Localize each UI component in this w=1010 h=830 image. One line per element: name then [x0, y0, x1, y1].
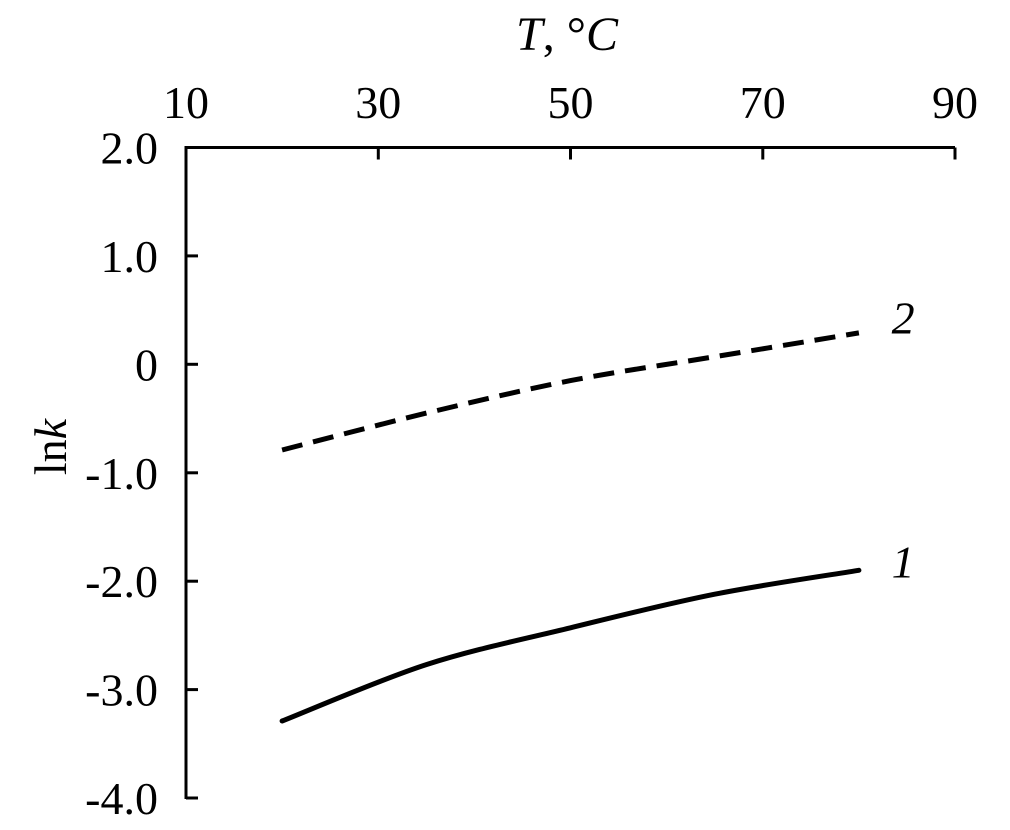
y-tick-label: 0	[135, 339, 158, 390]
series-2-curve	[281, 330, 860, 453]
series-2-label: 2	[892, 293, 915, 344]
y-axis-title: lnk	[25, 417, 76, 475]
y-axis-title-italic: k	[25, 417, 76, 439]
y-axis-title-roman: ln	[25, 439, 76, 475]
curves	[279, 330, 862, 724]
x-tick-label: 10	[163, 77, 209, 128]
y-tick-label: -4.0	[85, 773, 158, 824]
series-1-curve	[279, 567, 862, 724]
y-tick-label: -1.0	[85, 448, 158, 499]
tick-labels: 10 30 50 70 90 2.0 1.0 0 -1.0 -2.0 -3.0 -4.0	[85, 77, 978, 824]
y-tick-label: -3.0	[85, 665, 158, 716]
x-axis-title: T, °C	[516, 8, 619, 61]
series-1-label: 1	[892, 537, 915, 588]
x-tick-label: 70	[740, 77, 786, 128]
x-axis-title-symbol: T	[516, 8, 546, 61]
x-tick-label: 30	[355, 77, 401, 128]
y-tick-label: 1.0	[101, 231, 159, 282]
x-axis-title-unit: C	[586, 8, 619, 61]
x-axis-title-separator: , °	[543, 8, 586, 61]
x-tick-label: 50	[548, 77, 594, 128]
axes	[184, 146, 957, 800]
y-tick-label: 2.0	[101, 123, 159, 174]
y-tick-label: -2.0	[85, 556, 158, 607]
series-labels: 12	[892, 293, 915, 588]
x-tick-label: 90	[932, 77, 978, 128]
